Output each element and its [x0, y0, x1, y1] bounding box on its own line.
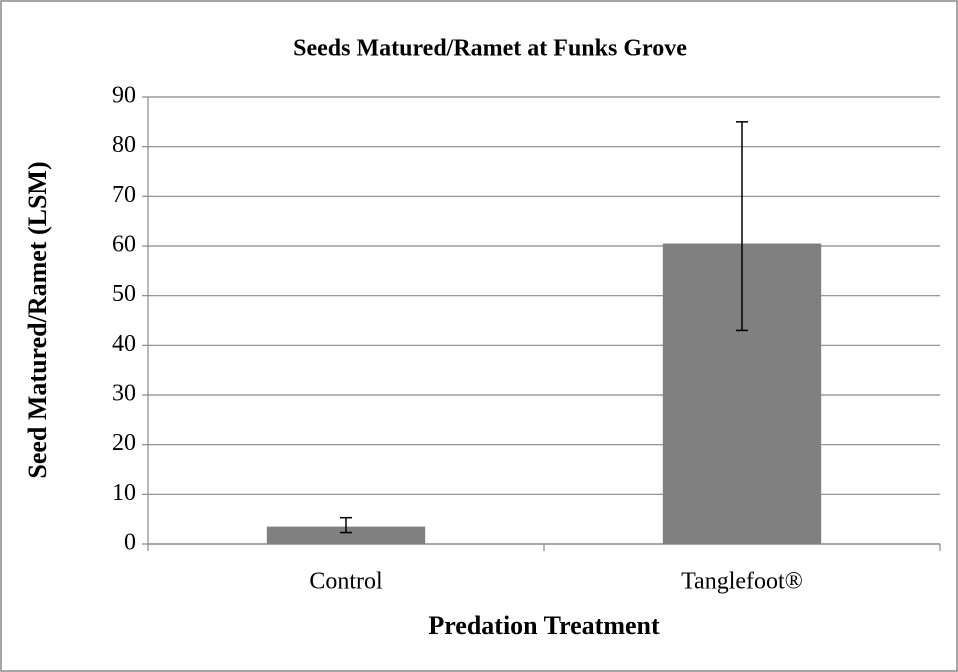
bar — [266, 526, 426, 544]
x-tick-label: Tanglefoot® — [681, 569, 803, 595]
y-tick-label: 30 — [112, 381, 136, 407]
y-tick-label: 10 — [112, 480, 136, 506]
x-tick-label: Control — [309, 569, 383, 595]
y-axis-title: Seed Matured/Ramet (LSM) — [23, 161, 52, 478]
y-tick-label: 40 — [112, 331, 136, 357]
error-bar — [736, 121, 748, 332]
y-tick-label: 0 — [124, 530, 136, 556]
error-bar — [340, 516, 352, 534]
y-tick-label: 80 — [112, 132, 136, 158]
y-tick-label: 60 — [112, 232, 136, 258]
y-tick-label: 20 — [112, 430, 136, 456]
x-axis-title: Predation Treatment — [428, 611, 660, 640]
y-tick-label: 70 — [112, 182, 136, 208]
y-tick-label: 90 — [112, 83, 136, 109]
chart-title: Seeds Matured/Ramet at Funks Grove — [293, 36, 687, 62]
y-tick-label: 50 — [112, 281, 136, 307]
